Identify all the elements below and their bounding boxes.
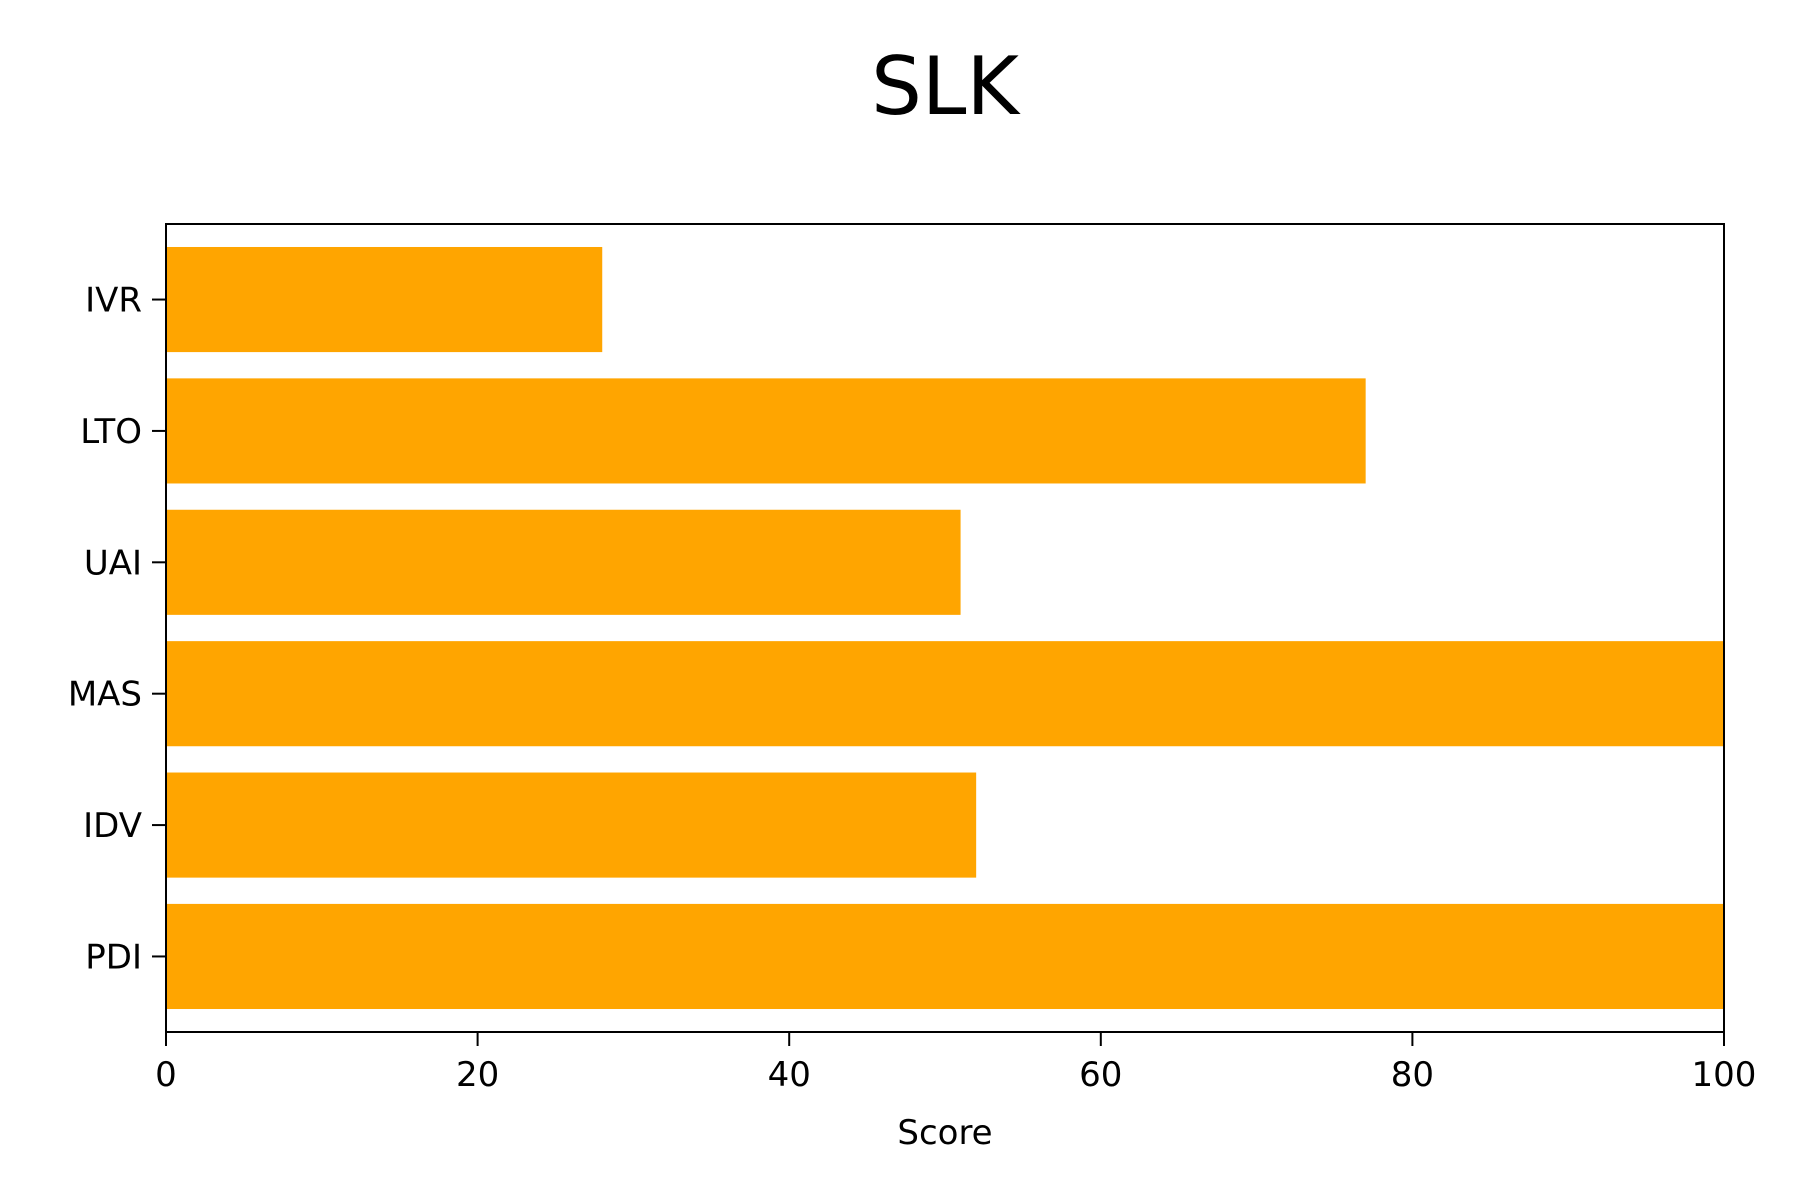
y-tick-label-mas: MAS bbox=[68, 675, 142, 715]
bars-group bbox=[166, 246, 1724, 1010]
bar-mas bbox=[166, 641, 1724, 747]
x-axis-label: Score bbox=[897, 1113, 992, 1153]
y-axis: PDI IDV MAS UAI LTO IVR bbox=[68, 281, 166, 977]
x-tick-label-20: 20 bbox=[456, 1055, 499, 1095]
y-tick-label-pdi: PDI bbox=[85, 937, 142, 977]
x-tick-label-0: 0 bbox=[155, 1055, 177, 1095]
y-tick-label-ivr: IVR bbox=[85, 281, 142, 321]
y-tick-label-lto: LTO bbox=[80, 412, 142, 452]
x-tick-label-100: 100 bbox=[1692, 1055, 1757, 1095]
x-tick-label-40: 40 bbox=[768, 1055, 811, 1095]
y-tick-label-idv: IDV bbox=[83, 806, 142, 846]
plot-frame bbox=[165, 223, 1725, 1033]
x-axis: 0 20 40 60 80 100 bbox=[155, 1032, 1756, 1095]
bar-lto bbox=[166, 378, 1366, 484]
bar-pdi bbox=[166, 903, 1724, 1010]
chart-title: SLK bbox=[871, 40, 1019, 133]
y-tick-label-uai: UAI bbox=[84, 543, 142, 583]
bar-uai bbox=[166, 509, 961, 615]
x-tick-label-80: 80 bbox=[1391, 1055, 1434, 1095]
bar-ivr bbox=[166, 246, 603, 353]
x-tick-label-60: 60 bbox=[1079, 1055, 1122, 1095]
bar-idv bbox=[166, 772, 977, 878]
